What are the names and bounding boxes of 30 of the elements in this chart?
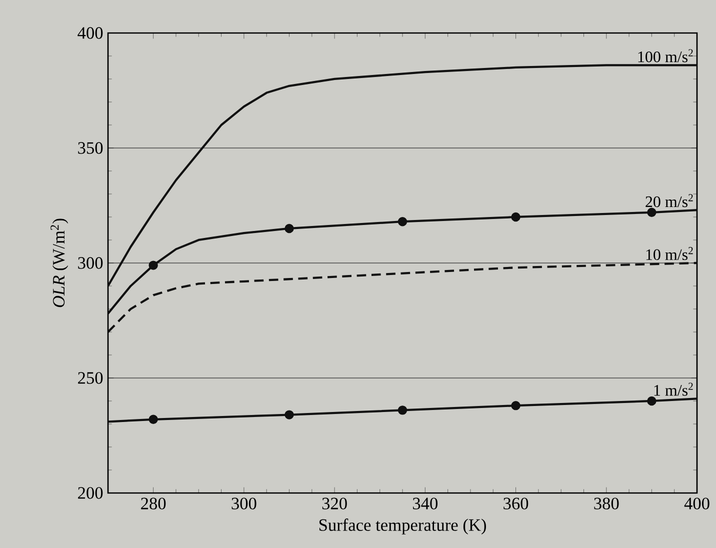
point <box>148 260 158 270</box>
series-label: 100 m/s$^{2}$ <box>638 49 693 62</box>
x-tick-label: 400 <box>684 498 710 510</box>
x-axis-title: Surface temperature (K) <box>319 518 486 534</box>
y-tick-label: 300 <box>78 257 103 269</box>
x-tick-label: 300 <box>232 498 256 510</box>
y-tick-label: 250 <box>78 372 103 384</box>
series-label: 10 m/s$^{2}$ <box>646 247 693 260</box>
point <box>647 396 656 406</box>
series-label: 20 m/s$^{2}$ <box>646 194 693 208</box>
point <box>284 410 294 420</box>
x-tick-label: 280 <box>141 498 166 510</box>
point <box>284 224 294 234</box>
x-tick-label: 380 <box>594 498 619 510</box>
line-series <box>108 64 697 288</box>
line-series <box>108 209 697 315</box>
y-tick-label: 400 <box>78 27 103 39</box>
point <box>398 216 408 226</box>
x-tick-label: 340 <box>412 498 438 510</box>
x-tick-label: 320 <box>322 498 347 510</box>
point <box>398 406 408 415</box>
point <box>647 208 656 217</box>
y-tick-label: 350 <box>78 142 103 154</box>
point <box>511 400 520 410</box>
y-axis-title: OLR (W/m$^{2}$) <box>50 218 68 308</box>
point <box>148 414 158 424</box>
y-tick-label: 200 <box>78 487 103 499</box>
x-tick-label: 360 <box>504 498 528 510</box>
series-label: 1 m/s$^{2}$ <box>654 382 693 396</box>
point <box>511 212 520 222</box>
